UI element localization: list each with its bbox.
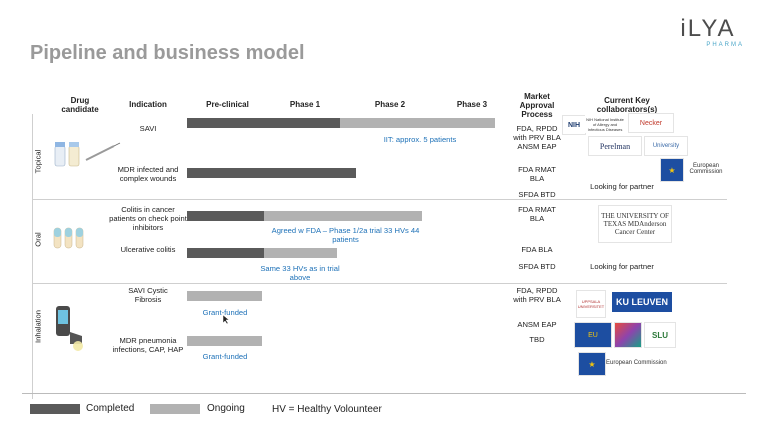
eu-flag-icon-bottom: ★ [578,352,606,376]
eu-flag-icon: ★ [660,158,684,182]
row5-note: Grant-funded [202,308,248,317]
legend-completed-swatch [30,404,80,414]
row6-indication: MDR pneumonia infections, CAP, HAP [112,336,184,354]
row4-indication: Ulcerative colitis [120,245,176,254]
logo-wordmark: iLYA [680,15,736,42]
row-divider-oral-inhalation [32,283,727,284]
legend-completed-label: Completed [86,403,135,414]
row1-indication: SAVI [139,124,157,133]
row4-bar-ongoing [264,248,337,258]
row1-market: FDA, RPDD with PRV BLA ANSM EAP [513,124,561,151]
row6-bar-ongoing [187,336,262,346]
header-phase3: Phase 3 [456,100,488,109]
oral-capsules-image [53,227,84,249]
row2-market: FDA RMAT BLA [518,165,556,183]
row4-market2: SFDA BTD [518,262,556,271]
eu-flag-logo: EU [574,322,612,348]
nih-niaid-text-logo: NIH National Institute of Allergy and In… [585,115,625,133]
header-preclinical: Pre-clinical [206,100,249,109]
nih-logo: NIH [562,115,586,135]
row1-bar-completed [187,118,340,128]
header-market-approval: Market Approval Process [519,92,555,119]
header-phase2: Phase 2 [374,100,406,109]
mouse-cursor-icon [222,314,230,325]
legend-hv-definition: HV = Healthy Volounteer [272,404,382,415]
row2-indication: MDR infected and complex wounds [117,165,179,183]
category-oral: Oral [33,232,43,247]
header-collaborators: Current Key collaborators(s) [596,96,658,114]
footer-divider [22,393,746,394]
european-commission-logo-bottom: European Commission [606,352,668,374]
legend-ongoing-label: Ongoing [207,403,245,414]
row5-bar-ongoing [187,291,262,301]
row-divider-topical-oral [32,199,727,200]
row2-bar-completed [187,168,356,178]
row6-note: Grant-funded [202,352,248,361]
header-phase1: Phase 1 [289,100,321,109]
page-title: Pipeline and business model [30,42,305,64]
row4-collab: Looking for partner [590,262,654,271]
european-commission-logo-top: European Commission [684,158,728,180]
perelman-logo: Perelman [588,136,642,156]
row6-market: TBD [529,335,545,344]
row3-market: FDA RMAT BLA [518,205,556,223]
row3-indication: Colitis in cancer patients on check poin… [109,205,187,232]
row4-note: Same 33 HVs as in trial above [260,264,340,282]
row2-collab: Looking for partner [590,182,654,191]
ku-leuven-logo: KU LEUVEN [612,292,672,312]
topical-vials-syringe-image [54,142,121,167]
row5-market: FDA, RPDD with PRV BLA [513,286,561,304]
necker-logo: Necker [628,113,674,133]
row3-bar-ongoing [264,211,422,221]
header-indication: Indication [129,100,167,109]
inhaler-image [56,306,83,351]
category-axis-line [32,114,33,399]
md-anderson-logo: THE UNIVERSITY OF TEXAS MDAnderson Cance… [598,205,672,243]
row4-market: FDA BLA [521,245,553,254]
colorful-partner-logo [614,322,642,348]
row3-note: Agreed w FDA – Phase 1/2a trial 33 HVs 4… [271,226,420,244]
row4-bar-completed [187,248,264,258]
header-drug-candidate: Drug candidate [61,96,99,114]
uppsala-logo: UPPSALA UNIVERSITET [576,290,606,318]
category-topical: Topical [33,149,43,174]
row5-indication: SAVI Cystic Fibrosis [128,286,168,304]
category-inhalation: Inhalation [33,310,43,343]
row2-market2: SFDA BTD [518,190,556,199]
university-100-logo: University [644,136,688,156]
slu-logo: SLU [644,322,676,348]
logo-subtitle: PHARMA [706,42,744,48]
ilya-logo: iLYA PHARMA [672,16,744,49]
row5-market2: ANSM EAP [517,320,557,329]
legend-ongoing-swatch [150,404,200,414]
row1-bar-ongoing [340,118,495,128]
row3-bar-completed [187,211,264,221]
row1-note: IIT: approx. 5 patients [383,135,457,144]
